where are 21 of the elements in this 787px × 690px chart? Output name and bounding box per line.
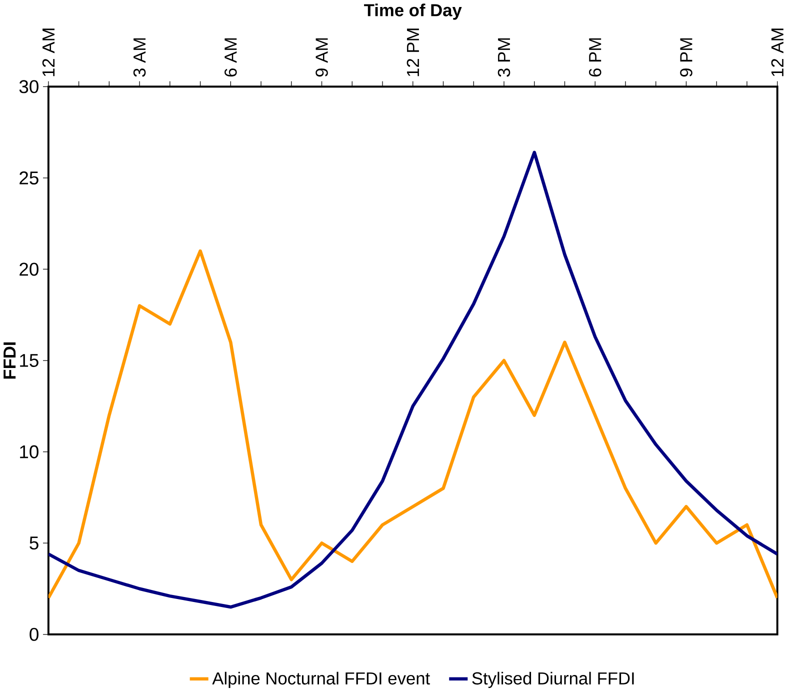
x-tick-label: 6 AM [224,38,237,76]
y-tick-label: 5 [30,536,38,550]
y-tick-label: 20 [20,262,38,276]
y-axis-title: FFDI [4,342,16,378]
line-series [48,150,778,608]
legend-label: Stylised Diurnal FFDI [472,672,634,688]
x-tick-label: 3 PM [498,38,510,77]
y-tick-label: 10 [20,445,38,458]
x-tick-label: 12 AM [42,28,54,76]
y-tick-label: 30 [19,80,38,94]
x-tick-label: 12 PM [406,28,419,76]
legend-label: Alpine Nocturnal FFDI event [212,672,430,688]
x-tick-label: 12 AM [771,28,784,76]
y-tick-label: 0 [30,628,38,641]
y-tick-label: 25 [20,171,38,184]
y-tick-label: 15 [20,354,38,367]
x-axis-title: Time of Day [364,3,462,20]
x-tick-label: 3 AM [133,38,146,77]
x-tick-label: 6 PM [588,38,602,76]
x-tick-label: 9 PM [680,38,692,76]
x-tick-label: 9 AM [316,38,328,76]
